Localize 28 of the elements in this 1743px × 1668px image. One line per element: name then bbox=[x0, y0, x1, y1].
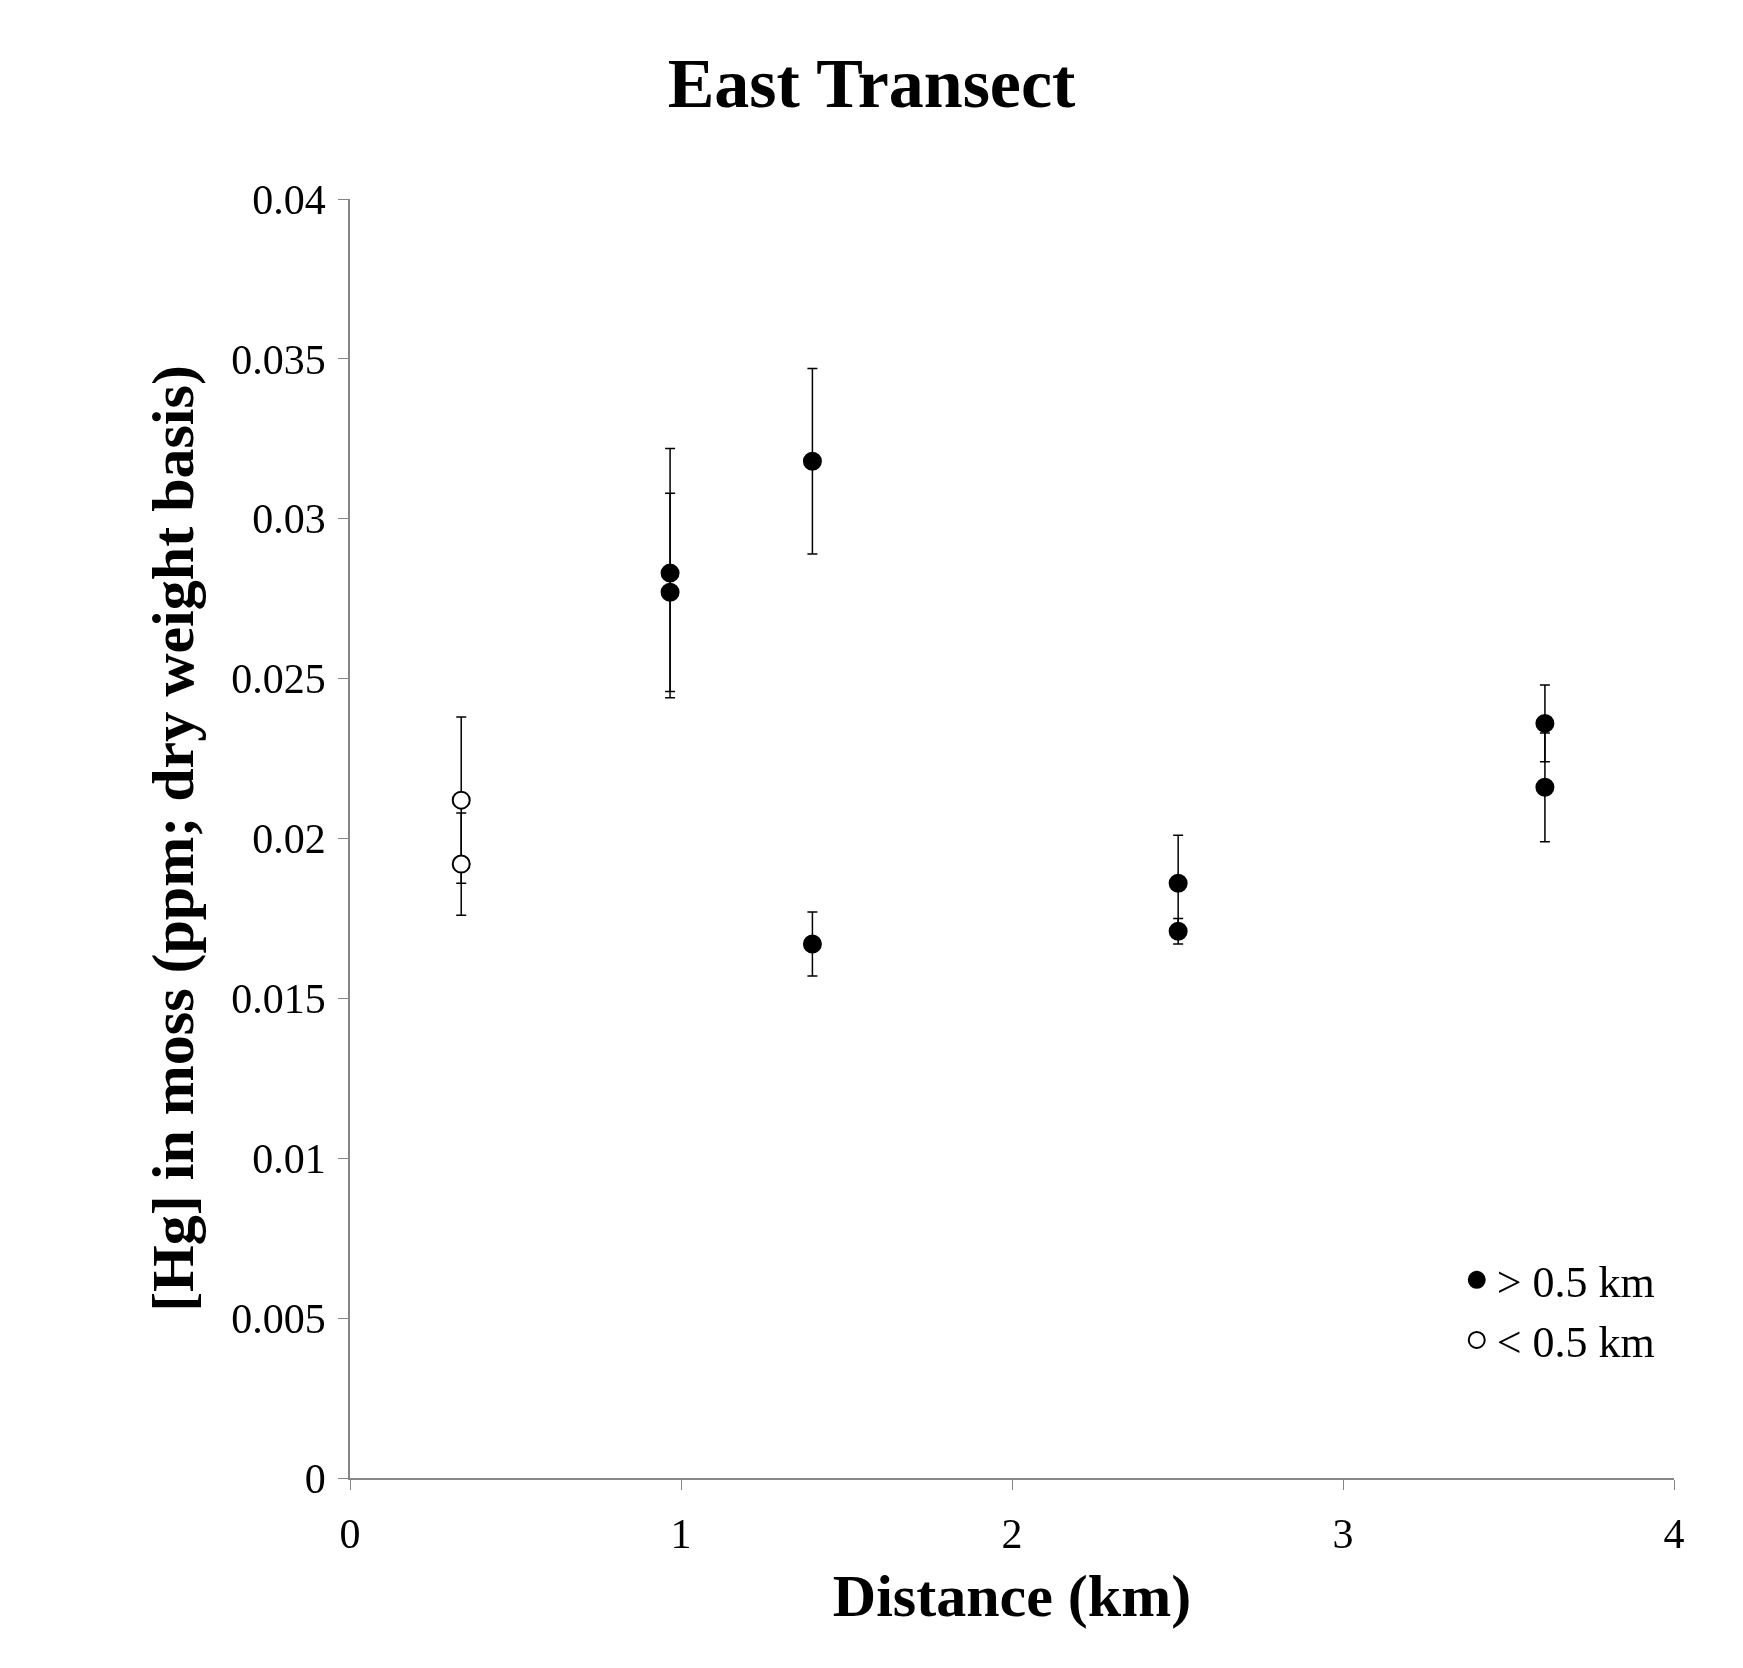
point bbox=[802, 934, 822, 954]
point bbox=[1535, 713, 1555, 733]
point bbox=[802, 451, 822, 471]
y-tick-label: 0.02 bbox=[252, 816, 326, 863]
y-tick-label: 0.035 bbox=[231, 336, 326, 383]
y-tick-label: 0.04 bbox=[252, 176, 326, 223]
y-tick-label: 0.025 bbox=[231, 656, 326, 703]
y-tick-label: 0.015 bbox=[231, 976, 326, 1023]
y-tick-label: 0.005 bbox=[231, 1295, 326, 1342]
y-axis-title: [Hg] in moss (ppm; dry weight basis) bbox=[140, 365, 207, 1312]
y-tick-label: 0.01 bbox=[252, 1135, 326, 1182]
x-tick-label: 0 bbox=[339, 1511, 361, 1558]
point bbox=[660, 563, 680, 583]
x-tick-label: 4 bbox=[1663, 1511, 1685, 1558]
x-tick-label: 2 bbox=[1001, 1511, 1023, 1558]
point bbox=[660, 582, 680, 602]
x-tick-label: 3 bbox=[1332, 1511, 1354, 1558]
legend-label: > 0.5 km bbox=[1496, 1257, 1655, 1307]
point bbox=[1535, 777, 1555, 797]
x-axis-title: Distance (km) bbox=[832, 1563, 1192, 1630]
x-tick-label: 1 bbox=[670, 1511, 692, 1558]
legend-label: < 0.5 km bbox=[1496, 1318, 1655, 1368]
y-tick-label: 0.03 bbox=[252, 496, 326, 543]
point bbox=[451, 854, 471, 874]
point bbox=[451, 790, 471, 810]
point bbox=[1168, 873, 1188, 893]
y-tick-label: 0 bbox=[304, 1455, 326, 1502]
chart-title: East Transect bbox=[667, 45, 1076, 123]
